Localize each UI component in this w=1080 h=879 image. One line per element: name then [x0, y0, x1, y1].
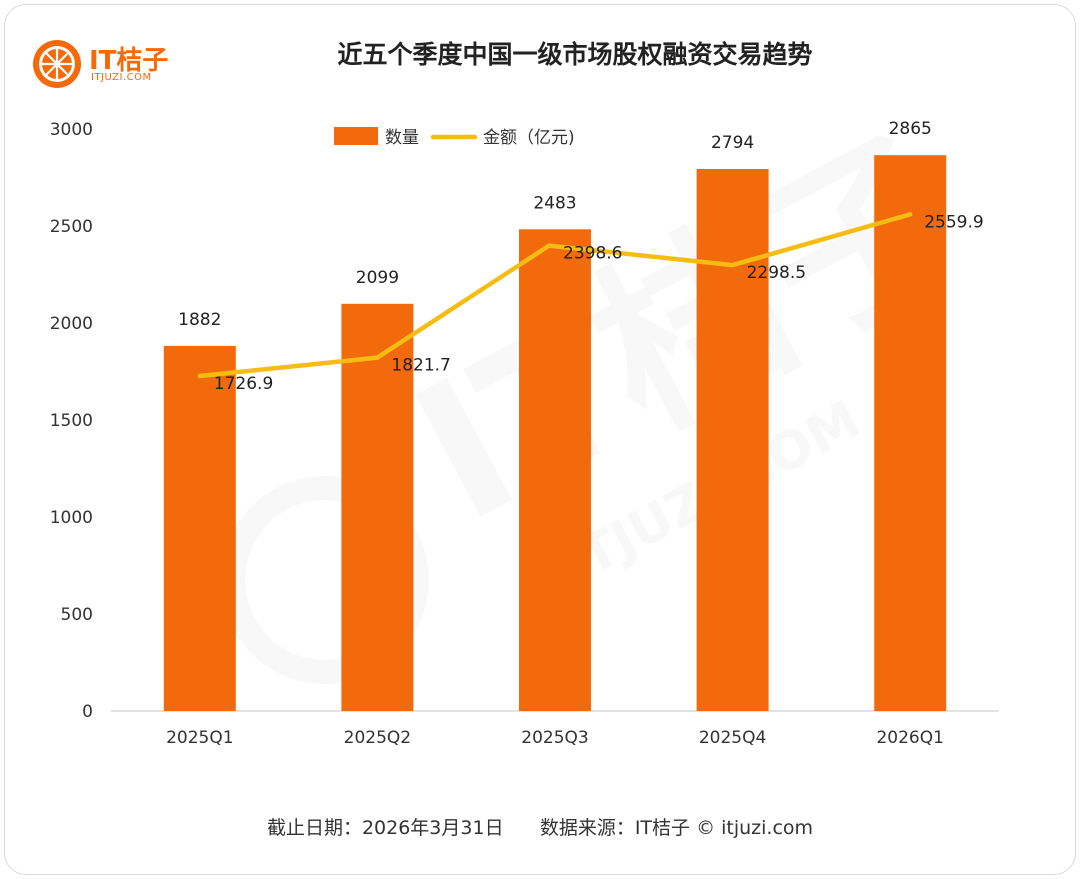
legend-bar-label: 数量	[385, 128, 419, 148]
bar-2025Q2	[341, 303, 414, 711]
bar-2025Q4	[696, 168, 769, 712]
logo-text: IT桔子	[89, 46, 169, 76]
chart-card: IT桔子 ITJUZI.COM IT桔子 ITJUZI.COM 近五个季度中国一…	[4, 4, 1076, 875]
cutoff-date: 截止日期：2026年3月31日	[266, 817, 504, 839]
data-source: 数据来源：IT桔子 © itjuzi.com	[539, 817, 814, 839]
y-tick-label: 3000	[50, 120, 93, 140]
bar-value-label: 2483	[533, 193, 576, 213]
y-tick-label: 1500	[50, 411, 93, 431]
x-tick-label: 2025Q1	[166, 728, 233, 748]
x-tick-label: 2025Q2	[344, 728, 411, 748]
legend-line-label: 金额（亿元)	[483, 128, 575, 148]
line-value-label: 2398.6	[563, 244, 622, 264]
chart-title: 近五个季度中国一级市场股权融资交易趋势	[337, 40, 813, 69]
y-tick-label: 2000	[50, 314, 93, 334]
line-series-amount	[197, 212, 913, 379]
bar-2025Q3	[519, 229, 591, 711]
orange-icon	[33, 40, 81, 88]
x-tick-label: 2026Q1	[876, 728, 943, 748]
brand-logo: IT桔子 ITJUZI.COM	[31, 38, 181, 88]
logo-subtext: ITJUZI.COM	[91, 72, 152, 83]
x-tick-label: 2025Q3	[521, 728, 588, 748]
bar-2026Q1	[874, 155, 947, 711]
y-tick-label: 2500	[50, 217, 93, 237]
line-value-label: 2298.5	[747, 263, 806, 283]
x-tick-label: 2025Q4	[699, 728, 766, 748]
line-value-label: 1726.9	[214, 374, 273, 394]
bar-value-label: 1882	[178, 310, 221, 330]
y-tick-label: 1000	[50, 508, 93, 528]
y-tick-label: 0	[82, 702, 93, 722]
legend-bar-swatch	[334, 127, 378, 145]
bar-value-label: 2794	[711, 133, 754, 153]
bar-value-label: 2865	[889, 119, 932, 139]
footer: 截止日期：2026年3月31日 数据来源：IT桔子 © itjuzi.com	[5, 813, 1075, 840]
line-value-label: 2559.9	[924, 212, 983, 232]
line-value-label: 1821.7	[391, 356, 450, 376]
bar-2025Q1	[163, 345, 236, 711]
bar-value-label: 2099	[356, 268, 399, 288]
chart: 0 500 1000 1500 2000 2500 3000 1882 2099 2483 2794…	[50, 119, 999, 748]
y-tick-label: 500	[61, 605, 93, 625]
